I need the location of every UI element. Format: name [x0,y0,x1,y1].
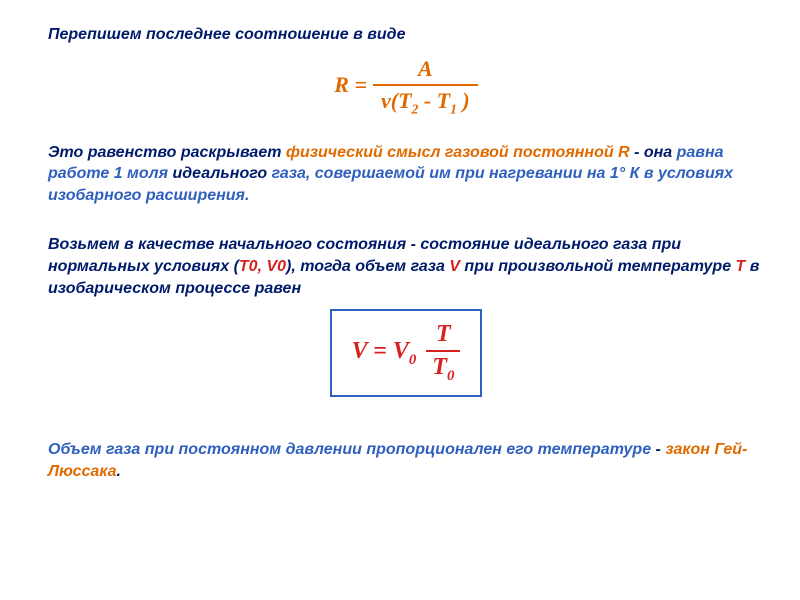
equation-v-wrap: V = V0 T T0 [48,309,764,397]
meaning-paragraph: Это равенство раскрывает физический смыс… [48,142,764,207]
p3-seg4: V [449,258,460,275]
eq2-lhs: V = V0 [352,338,427,365]
eq2-numerator: T [426,321,460,350]
p4-seg4: . [117,463,121,480]
p3-seg2: T0, V0 [239,258,286,275]
p3-seg6: T [736,258,746,275]
initial-state-paragraph: Возьмем в качестве начального состояния … [48,234,764,299]
spacer [48,216,764,234]
p2-seg3: - она [630,144,677,161]
eq1-denominator: v(T2 - T1 ) [373,84,478,114]
intro-line: Перепишем последнее соотношение в виде [48,24,764,46]
eq1-lhs: R = [334,72,373,98]
p3-seg3: ), тогда объем газа [286,258,449,275]
p4-seg1: Объем газа при постоянном давлении пропо… [48,441,656,458]
equation-r: R = A v(T2 - T1 ) [48,56,764,114]
eq2-fraction: T T0 [426,321,460,381]
p4-seg2: - [656,441,666,458]
p2-seg5: идеального [168,165,272,182]
p2-seg1: Это равенство раскрывает [48,144,286,161]
p3-seg5: при произвольной температуре [460,258,736,275]
equation-v-box: V = V0 T T0 [330,309,483,397]
eq1-numerator: A [373,56,478,84]
law-paragraph: Объем газа при постоянном давлении пропо… [48,439,764,482]
eq2-denominator: T0 [426,350,460,381]
equation-v: V = V0 T T0 [352,321,461,381]
slide-page: Перепишем последнее соотношение в виде R… [0,0,800,600]
eq1-fraction: A v(T2 - T1 ) [373,56,478,114]
p2-seg2: физический смысл газовой постоянной R [286,144,630,161]
